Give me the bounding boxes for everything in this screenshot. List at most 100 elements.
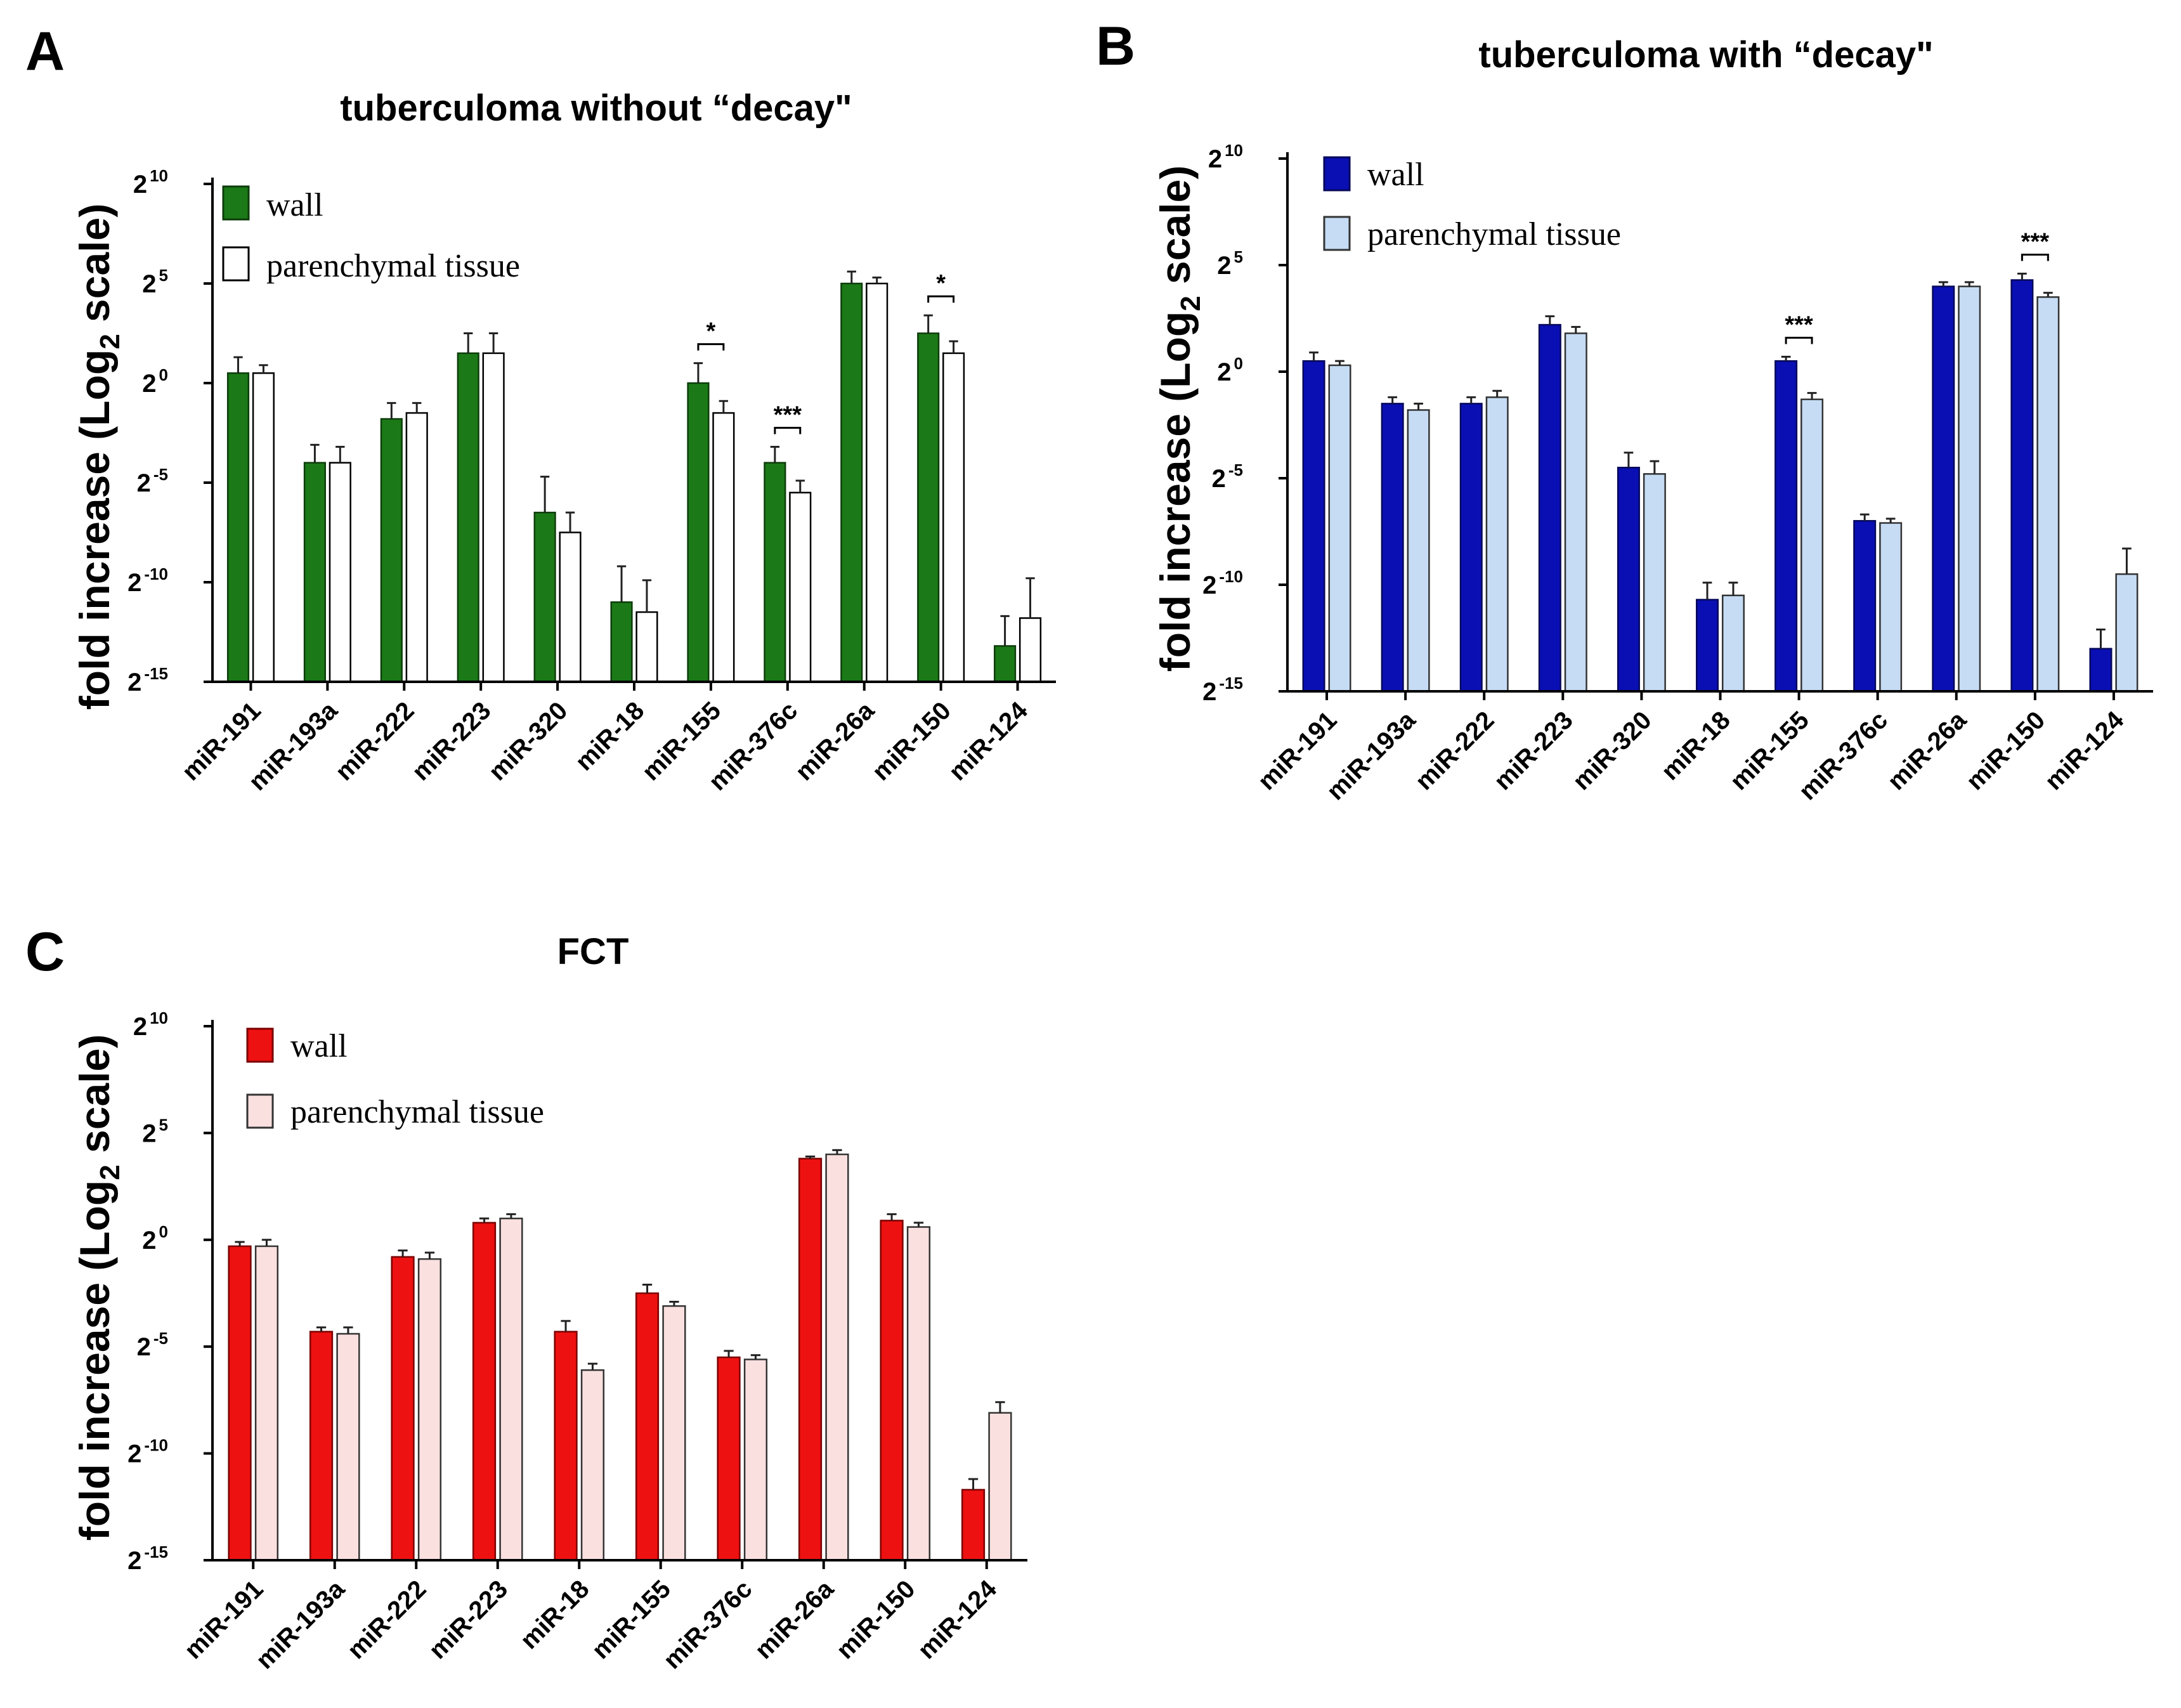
bar-parenchymal-b <box>1958 285 1981 693</box>
bar-wall-a <box>764 462 786 683</box>
significance-label-a: * <box>706 318 716 345</box>
legend-swatch-parenchymal-b <box>1323 216 1351 251</box>
y-axis-label-sub-a: 2 <box>94 334 126 349</box>
chart-title-c: FCT <box>557 931 629 972</box>
significance-bracket-a <box>697 343 725 351</box>
bar-parenchymal-b <box>1643 473 1666 693</box>
y-axis-label-sub-b: 2 <box>1175 296 1206 311</box>
legend-label-wall-b: wall <box>1367 157 1424 193</box>
bar-parenchymal-b <box>2036 296 2060 693</box>
y-tick-label-a: 2 10 <box>133 166 168 199</box>
bar-parenchymal-a <box>482 352 505 683</box>
bar-parenchymal-b <box>2115 573 2139 693</box>
y-tick-label-b: 2 -10 <box>1202 567 1243 599</box>
bars-a <box>226 282 1042 683</box>
panel-letter-a: A <box>25 21 65 82</box>
bar-wall-a <box>226 372 250 683</box>
legend-swatch-wall-b <box>1323 156 1351 192</box>
category-label-a: miR-18 <box>570 696 649 776</box>
legend-swatch-wall-c <box>246 1027 274 1063</box>
bar-wall-c <box>554 1331 578 1561</box>
legend-label-wall-c: wall <box>290 1028 348 1064</box>
significance-bracket-a <box>774 426 802 434</box>
legend-b: wall parenchymal tissue <box>1323 156 1621 252</box>
y-axis-label-main-c: fold increase (Log <box>71 1180 118 1541</box>
panel-b: B tuberculoma with “decay" fold increase… <box>1096 16 2153 805</box>
y-ticks-c: 2 10 2 5 2 0 2 -5 2 -10 2 -15 <box>127 1008 212 1575</box>
significance-label-a: *** <box>774 401 802 428</box>
bar-wall-a <box>840 282 863 683</box>
y-axis-label-sub-c: 2 <box>94 1164 126 1180</box>
error-bars-b <box>1309 272 2132 649</box>
bar-parenchymal-a <box>405 412 428 683</box>
category-label-c: miR-193a <box>251 1575 350 1674</box>
legend-label-wall-a: wall <box>266 187 323 223</box>
category-label-b: miR-320 <box>1568 706 1657 795</box>
category-label-c: miR-376c <box>658 1575 758 1674</box>
bar-wall-b <box>1617 466 1640 693</box>
category-label-a: miR-320 <box>483 696 573 786</box>
bar-wall-b <box>1696 599 1719 693</box>
legend-swatch-parenchymal-c <box>246 1093 274 1129</box>
bar-parenchymal-b <box>1800 398 1824 693</box>
bar-parenchymal-c <box>417 1258 442 1561</box>
bar-wall-b <box>1381 403 1404 693</box>
category-label-c: miR-150 <box>831 1575 920 1664</box>
bar-parenchymal-b <box>1485 396 1509 693</box>
bar-parenchymal-c <box>580 1369 605 1561</box>
y-tick-label-a: 2 -15 <box>127 664 168 696</box>
bar-parenchymal-b <box>1328 364 1351 693</box>
bar-parenchymal-a <box>635 611 658 683</box>
bar-parenchymal-b <box>1879 522 1903 693</box>
y-tick-label-c: 2 10 <box>133 1008 168 1041</box>
bar-wall-c <box>880 1220 904 1561</box>
legend-label-parenchymal-c: parenchymal tissue <box>290 1094 544 1130</box>
bar-wall-b <box>1302 360 1325 693</box>
bars-c <box>228 1153 1012 1561</box>
bar-wall-a <box>994 645 1017 683</box>
panel-letter-c: C <box>25 922 65 982</box>
bar-wall-c <box>228 1245 252 1561</box>
y-ticks-b: 2 10 2 5 2 0 2 -5 2 -10 2 -15 <box>1202 141 1287 706</box>
bar-parenchymal-a <box>329 462 351 683</box>
bar-parenchymal-a <box>789 492 812 683</box>
significance-bracket-a <box>927 295 955 303</box>
y-tick-label-c: 2 -10 <box>127 1436 168 1468</box>
y-tick-label-c: 2 -15 <box>127 1542 168 1575</box>
x-ticks-a <box>249 682 1019 691</box>
bar-wall-b <box>1853 519 1877 693</box>
x-ticks-c <box>252 1560 988 1569</box>
y-axis-label-main-b: fold increase (Log <box>1152 311 1199 672</box>
bar-wall-b <box>1538 323 1561 693</box>
category-label-b: miR-26a <box>1882 706 1972 796</box>
bar-wall-c <box>717 1356 741 1561</box>
y-tick-label-a: 2 -10 <box>127 564 168 597</box>
bar-parenchymal-c <box>336 1333 360 1561</box>
category-label-a: miR-223 <box>407 696 496 786</box>
y-axis-label-a: fold increase (Log2 scale) <box>71 204 126 710</box>
category-label-c: miR-124 <box>913 1575 1003 1665</box>
legend-a: wall parenchymal tissue <box>222 185 520 284</box>
legend-c: wall parenchymal tissue <box>246 1027 544 1130</box>
bar-parenchymal-a <box>866 282 889 683</box>
category-label-c: miR-18 <box>515 1575 594 1654</box>
bar-wall-a <box>917 332 940 683</box>
significance-a: ***** <box>697 270 955 434</box>
legend-label-parenchymal-a: parenchymal tissue <box>266 248 520 284</box>
y-axis-label-tail-c: scale) <box>71 1034 118 1164</box>
chart-title-a: tuberculoma without “decay" <box>340 88 852 129</box>
category-labels-b: miR-191miR-193amiR-222miR-223miR-320miR-… <box>1253 706 2130 805</box>
bars-b <box>1302 279 2139 693</box>
chart-title-b: tuberculoma with “decay" <box>1478 34 1933 75</box>
category-label-c: miR-223 <box>424 1575 513 1664</box>
bar-wall-c <box>798 1157 823 1561</box>
y-axis-label-tail-a: scale) <box>71 204 118 334</box>
bar-wall-a <box>303 462 326 683</box>
significance-b: *** *** <box>1785 228 2049 344</box>
